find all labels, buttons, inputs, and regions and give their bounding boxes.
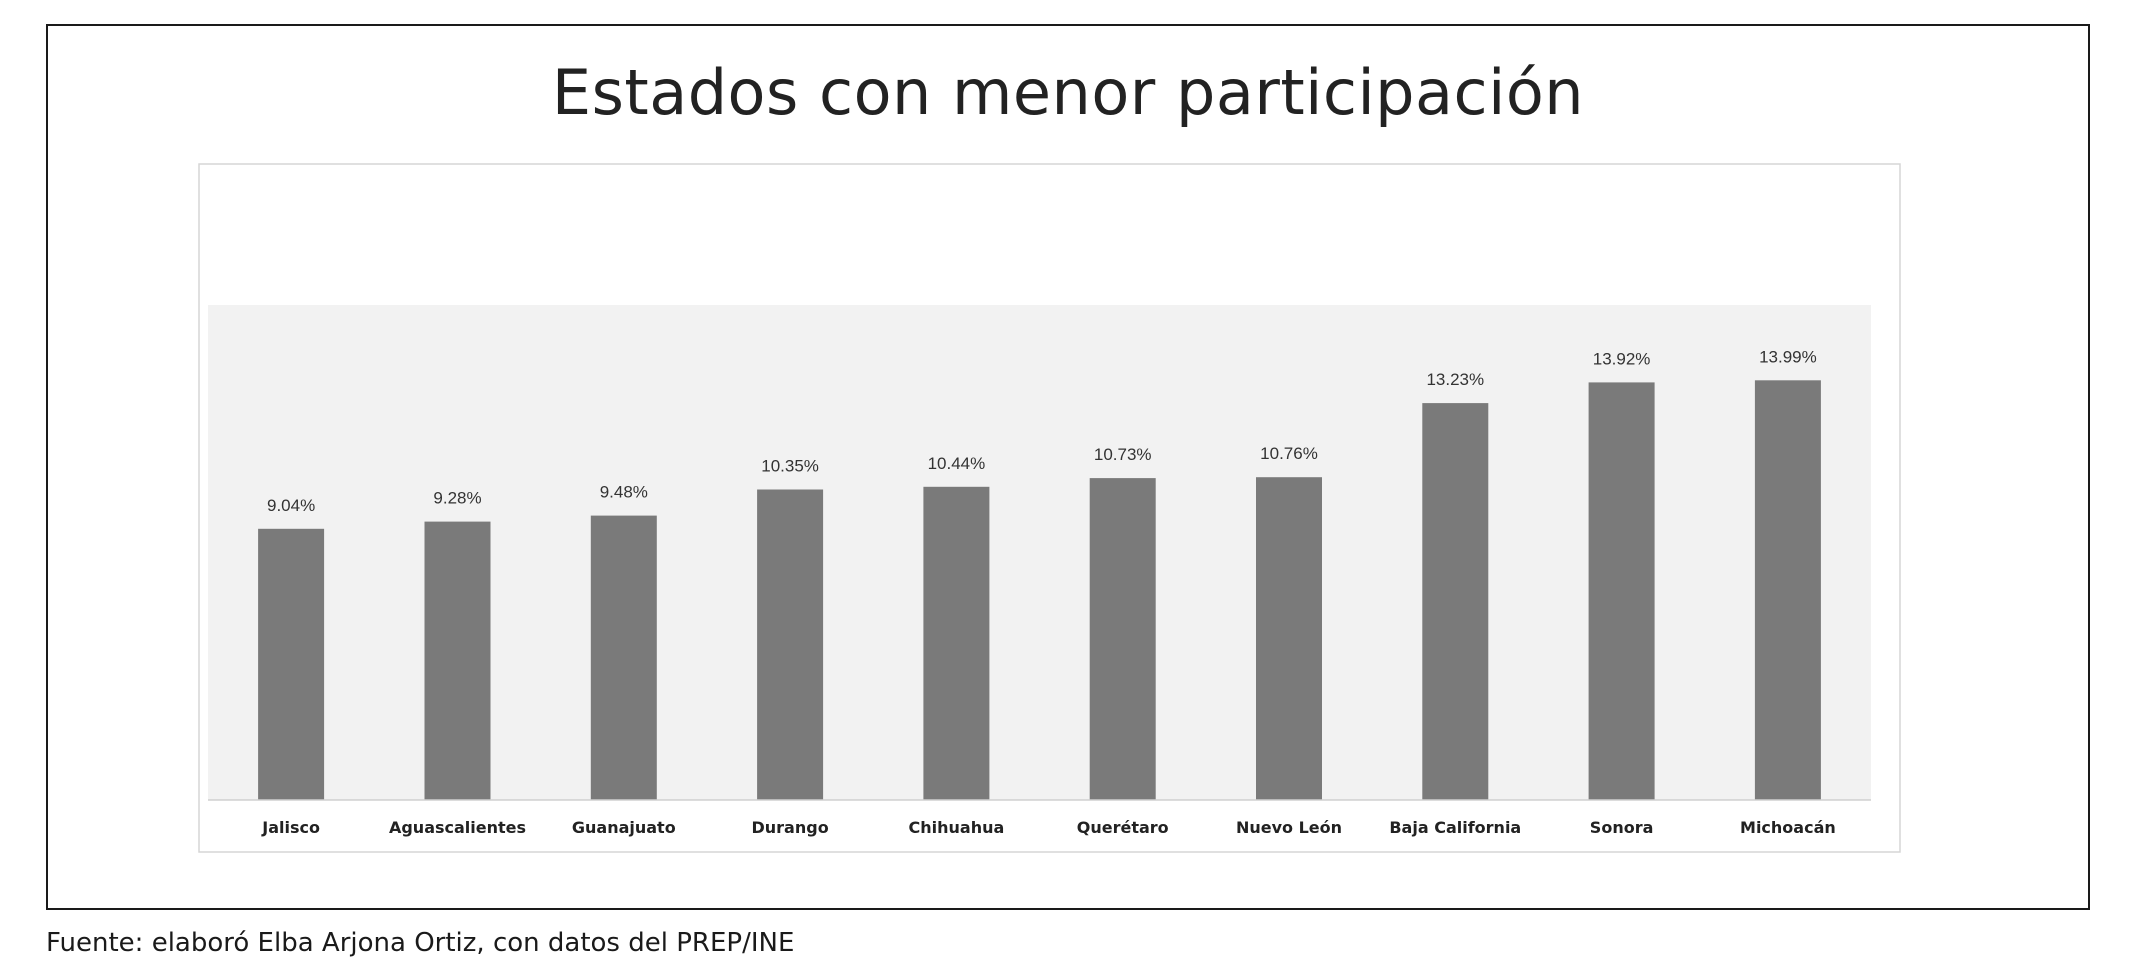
category-label: Jalisco: [261, 818, 320, 837]
data-label: 10.73%: [1094, 445, 1152, 464]
bar: [757, 489, 824, 800]
category-label: Aguascalientes: [389, 818, 526, 837]
bar: [258, 528, 325, 800]
bar: [1422, 403, 1489, 800]
category-label: Nuevo León: [1236, 818, 1342, 837]
bar: [590, 515, 657, 800]
data-label: 13.92%: [1593, 349, 1651, 368]
bar: [1256, 477, 1322, 800]
source-note: Fuente: elaboró Elba Arjona Ortiz, con d…: [46, 928, 795, 958]
category-label: Durango: [751, 818, 828, 837]
data-label: 13.99%: [1759, 347, 1817, 366]
category-label: Baja California: [1389, 818, 1521, 837]
chart-title: Estados con menor participación: [551, 56, 1585, 129]
data-label: 10.44%: [928, 454, 986, 473]
bars-layer: 9.04% Jalisco 9.28% Aguascalientes 9.48% Guan…: [258, 347, 1836, 837]
category-label: Querétaro: [1077, 818, 1169, 837]
data-label: 10.35%: [761, 457, 819, 476]
category-label: Guanajuato: [572, 818, 676, 837]
bar: [1754, 380, 1821, 800]
bar: [424, 521, 491, 800]
bar: [1588, 382, 1655, 800]
data-label: 13.23%: [1426, 370, 1484, 389]
data-label: 9.28%: [433, 489, 481, 508]
category-label: Chihuahua: [909, 818, 1005, 837]
category-label: Michoacán: [1740, 818, 1836, 837]
bar: [1089, 478, 1156, 800]
data-label: 9.48%: [600, 483, 648, 502]
bar: [923, 486, 990, 800]
category-label: Sonora: [1590, 818, 1654, 837]
data-label: 10.76%: [1260, 444, 1318, 463]
data-label: 9.04%: [267, 496, 315, 515]
